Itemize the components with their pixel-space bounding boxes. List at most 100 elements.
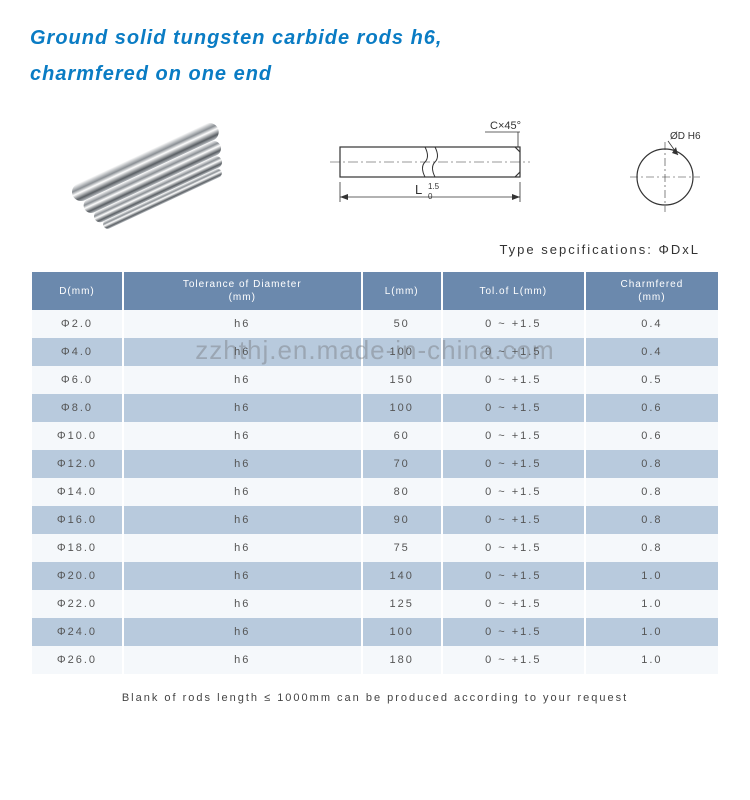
svg-text:0: 0 (428, 192, 433, 201)
table-cell: 0 ~ +1.5 (443, 450, 584, 478)
table-cell: 0 ~ +1.5 (443, 618, 584, 646)
table-cell: 0 ~ +1.5 (443, 534, 584, 562)
table-cell: 90 (363, 506, 441, 534)
table-cell: Φ16.0 (32, 506, 122, 534)
table-cell: 0.5 (586, 366, 718, 394)
table-cell: 80 (363, 478, 441, 506)
table-row: Φ24.0h61000 ~ +1.51.0 (32, 618, 718, 646)
table-cell: 1.0 (586, 562, 718, 590)
table-header-cell: Charmfered(mm) (586, 272, 718, 310)
table-row: Φ26.0h61800 ~ +1.51.0 (32, 646, 718, 674)
table-row: Φ10.0h6600 ~ +1.50.6 (32, 422, 718, 450)
table-row: Φ12.0h6700 ~ +1.50.8 (32, 450, 718, 478)
table-cell: Φ8.0 (32, 394, 122, 422)
page-title: Ground solid tungsten carbide rods h6, c… (30, 20, 720, 92)
table-cell: 1.0 (586, 590, 718, 618)
table-row: Φ14.0h6800 ~ +1.50.8 (32, 478, 718, 506)
footer-note: Blank of rods length ≤ 1000mm can be pro… (30, 692, 720, 704)
table-cell: 0.8 (586, 534, 718, 562)
table-cell: 0 ~ +1.5 (443, 506, 584, 534)
table-cell: h6 (124, 506, 361, 534)
table-cell: 180 (363, 646, 441, 674)
table-row: Φ2.0h6500 ~ +1.50.4 (32, 310, 718, 338)
table-cell: Φ6.0 (32, 366, 122, 394)
table-cell: 125 (363, 590, 441, 618)
table-cell: Φ12.0 (32, 450, 122, 478)
table-cell: h6 (124, 646, 361, 674)
table-row: Φ8.0h61000 ~ +1.50.6 (32, 394, 718, 422)
table-row: Φ6.0h61500 ~ +1.50.5 (32, 366, 718, 394)
table-header-cell: Tol.of L(mm) (443, 272, 584, 310)
table-cell: h6 (124, 562, 361, 590)
table-cell: 0 ~ +1.5 (443, 310, 584, 338)
table-header-cell: L(mm) (363, 272, 441, 310)
chamfer-label: C×45° (490, 120, 521, 132)
table-cell: h6 (124, 422, 361, 450)
table-cell: h6 (124, 366, 361, 394)
table-cell: 0 ~ +1.5 (443, 646, 584, 674)
table-cell: Φ10.0 (32, 422, 122, 450)
table-cell: 50 (363, 310, 441, 338)
table-cell: 0 ~ +1.5 (443, 422, 584, 450)
table-cell: h6 (124, 534, 361, 562)
title-line-2: charmfered on one end (30, 56, 720, 92)
table-cell: 100 (363, 338, 441, 366)
table-cell: 75 (363, 534, 441, 562)
spec-table: D(mm)Tolerance of Diameter(mm)L(mm)Tol.o… (30, 272, 720, 674)
table-cell: 60 (363, 422, 441, 450)
table-cell: 0 ~ +1.5 (443, 338, 584, 366)
table-cell: Φ22.0 (32, 590, 122, 618)
table-row: Φ20.0h61400 ~ +1.51.0 (32, 562, 718, 590)
table-cell: Φ2.0 (32, 310, 122, 338)
table-cell: 0.8 (586, 506, 718, 534)
table-cell: 0.8 (586, 450, 718, 478)
title-line-1: Ground solid tungsten carbide rods h6, (30, 20, 720, 56)
table-cell: 0 ~ +1.5 (443, 562, 584, 590)
table-cell: 0.8 (586, 478, 718, 506)
table-cell: 0 ~ +1.5 (443, 590, 584, 618)
diagram-row: C×45° L 1.5 0 ØD H6 (30, 112, 720, 232)
table-cell: Φ24.0 (32, 618, 122, 646)
table-cell: h6 (124, 478, 361, 506)
diameter-label: ØD H6 (670, 131, 701, 142)
table-cell: 0.6 (586, 394, 718, 422)
table-row: Φ4.0h61000 ~ +1.50.4 (32, 338, 718, 366)
spec-line: Type sepcifications: ΦDxL (30, 242, 720, 257)
table-cell: h6 (124, 590, 361, 618)
table-cell: 1.0 (586, 618, 718, 646)
table-cell: 1.0 (586, 646, 718, 674)
table-row: Φ18.0h6750 ~ +1.50.8 (32, 534, 718, 562)
table-cell: 0 ~ +1.5 (443, 478, 584, 506)
table-cell: h6 (124, 310, 361, 338)
table-row: Φ16.0h6900 ~ +1.50.8 (32, 506, 718, 534)
table-cell: Φ26.0 (32, 646, 122, 674)
table-header-cell: D(mm) (32, 272, 122, 310)
table-cell: 150 (363, 366, 441, 394)
svg-text:1.5: 1.5 (428, 182, 440, 191)
table-header-cell: Tolerance of Diameter(mm) (124, 272, 361, 310)
table-cell: 0 ~ +1.5 (443, 394, 584, 422)
table-cell: 0.4 (586, 310, 718, 338)
table-cell: h6 (124, 450, 361, 478)
length-label: L (415, 182, 422, 197)
table-cell: 0.6 (586, 422, 718, 450)
table-row: Φ22.0h61250 ~ +1.51.0 (32, 590, 718, 618)
table-cell: Φ20.0 (32, 562, 122, 590)
table-cell: h6 (124, 338, 361, 366)
table-header-row: D(mm)Tolerance of Diameter(mm)L(mm)Tol.o… (32, 272, 718, 310)
table-cell: 0.4 (586, 338, 718, 366)
table-cell: 100 (363, 394, 441, 422)
table-cell: Φ14.0 (32, 478, 122, 506)
table-cell: 100 (363, 618, 441, 646)
table-cell: Φ18.0 (32, 534, 122, 562)
table-cell: h6 (124, 394, 361, 422)
table-cell: h6 (124, 618, 361, 646)
table-cell: 70 (363, 450, 441, 478)
table-cell: 140 (363, 562, 441, 590)
technical-drawing-side: C×45° L 1.5 0 (320, 117, 560, 227)
technical-drawing-end: ØD H6 (620, 127, 710, 217)
table-cell: Φ4.0 (32, 338, 122, 366)
table-cell: 0 ~ +1.5 (443, 366, 584, 394)
product-photo (40, 112, 260, 232)
table-body: Φ2.0h6500 ~ +1.50.4Φ4.0h61000 ~ +1.50.4Φ… (32, 310, 718, 674)
